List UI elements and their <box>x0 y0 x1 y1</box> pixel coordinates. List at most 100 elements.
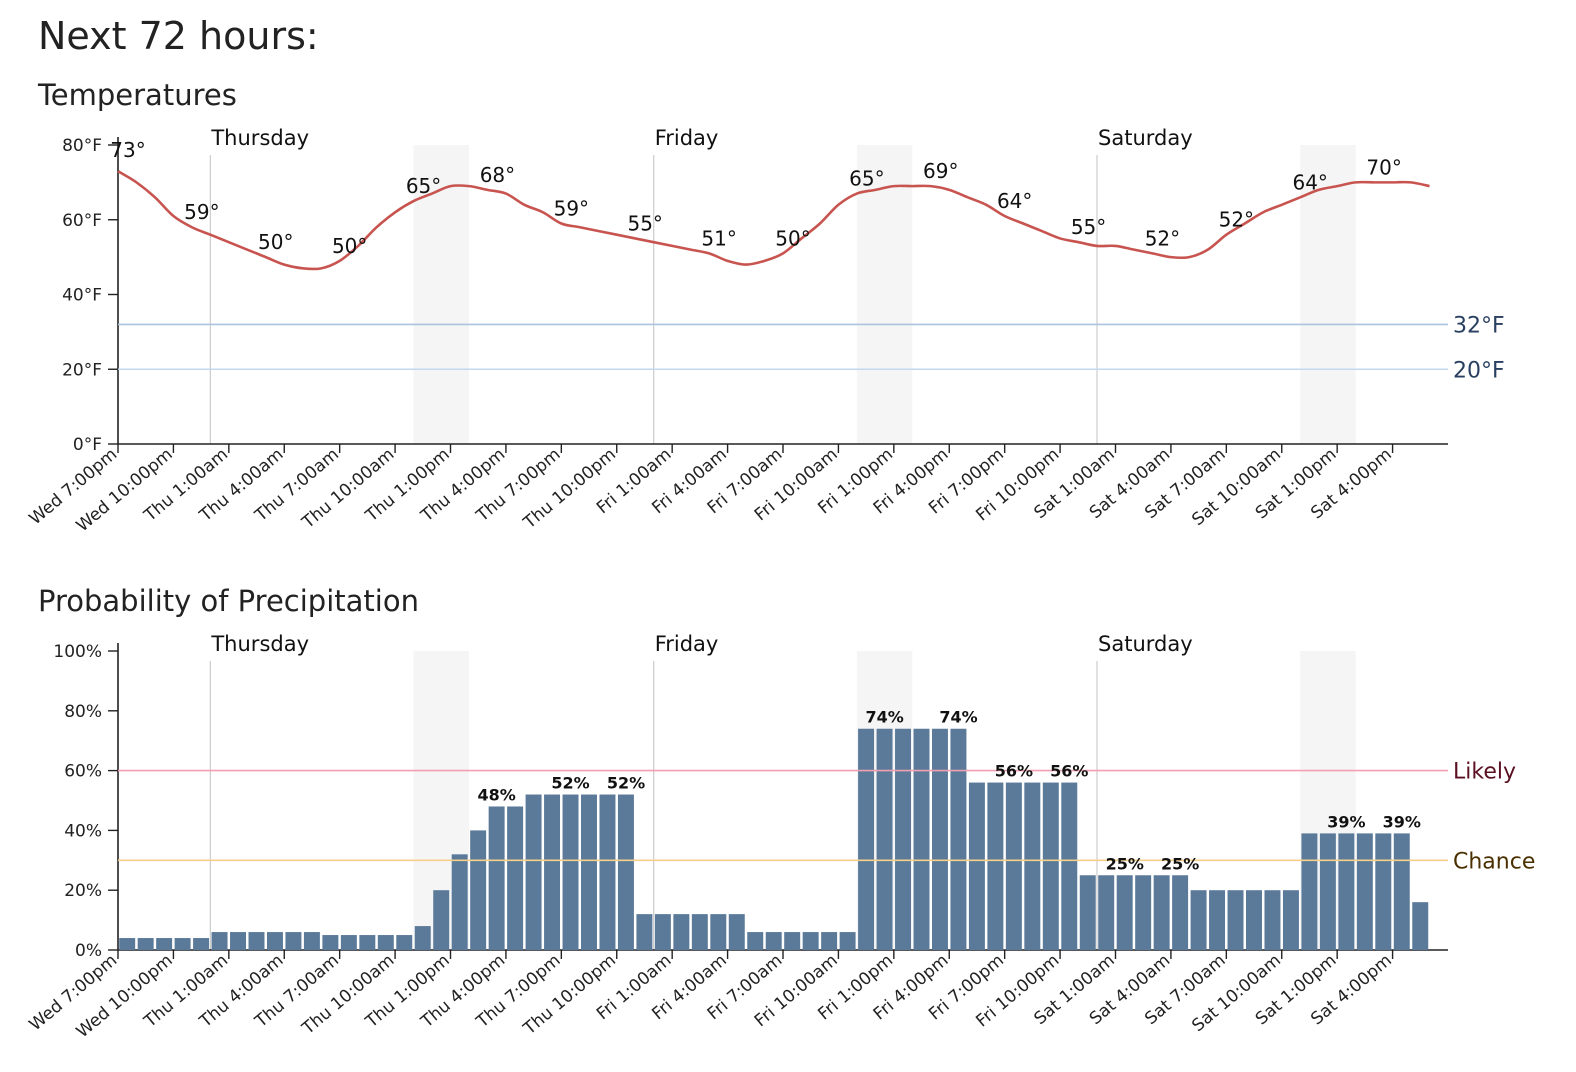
temperature-point-label: 65° <box>849 167 884 191</box>
precipitation-bar-label: 56% <box>1050 762 1088 781</box>
precipitation-bar <box>377 935 394 950</box>
precipitation-bar <box>968 782 985 950</box>
precipitation-bar <box>673 914 690 950</box>
precipitation-bar <box>396 935 413 950</box>
precipitation-bar <box>1282 890 1299 950</box>
precipitation-bar <box>747 932 764 950</box>
precipitation-bar <box>303 932 320 950</box>
temp-day-label: Saturday <box>1098 126 1193 150</box>
precipitation-bar <box>137 938 154 950</box>
precipitation-bar <box>1264 890 1281 950</box>
precipitation-bar <box>119 938 136 950</box>
temperature-point-label: 73° <box>110 138 145 162</box>
temperature-chart-title: Temperatures <box>38 78 237 112</box>
precipitation-bar <box>710 914 727 950</box>
temperature-point-label: 52° <box>1219 208 1254 232</box>
precipitation-bar <box>636 914 653 950</box>
precipitation-bar <box>322 935 339 950</box>
precipitation-bar <box>858 728 875 950</box>
precip-x-tick-label: Wed 10:00pm <box>73 951 177 1043</box>
precipitation-bar <box>617 794 634 950</box>
precipitation-bar <box>359 935 376 950</box>
precipitation-bar <box>1061 782 1078 950</box>
precipitation-bar <box>1356 833 1373 950</box>
precipitation-bar <box>802 932 819 950</box>
precipitation-bar <box>691 914 708 950</box>
temperature-point-label: 64° <box>1292 170 1327 194</box>
precipitation-bar <box>451 854 468 950</box>
precipitation-bar-label: 48% <box>478 785 516 804</box>
temperature-point-label: 52° <box>1145 226 1180 250</box>
precip-y-tick-label: 100% <box>53 642 102 662</box>
precipitation-bar <box>507 806 524 950</box>
precipitation-bar <box>1153 875 1170 950</box>
precipitation-bar-label: 74% <box>939 708 977 727</box>
precipitation-chart-title: Probability of Precipitation <box>38 584 419 618</box>
precipitation-bar <box>913 728 930 950</box>
precipitation-bar-label: 56% <box>995 762 1033 781</box>
precip-y-tick-label: 60% <box>64 762 102 782</box>
precipitation-bar <box>156 938 173 950</box>
temperature-point-label: 50° <box>258 230 293 254</box>
precipitation-bar-label: 39% <box>1383 812 1421 831</box>
temperature-point-label: 68° <box>480 163 515 187</box>
precipitation-bar <box>1190 890 1207 950</box>
precipitation-bar <box>414 926 431 950</box>
precipitation-bar <box>211 932 228 950</box>
precipitation-bar-label: 25% <box>1106 854 1144 873</box>
temp-y-tick-label: 60°F <box>62 211 102 231</box>
precipitation-bar <box>248 932 265 950</box>
precipitation-bar <box>1005 782 1022 950</box>
precipitation-bar <box>1172 875 1189 950</box>
precip-y-tick-label: 0% <box>75 941 102 961</box>
precipitation-bar <box>1116 875 1133 950</box>
precipitation-bar <box>285 932 302 950</box>
precipitation-bar-label: 39% <box>1327 812 1365 831</box>
precip-reference-label: Likely <box>1453 760 1516 785</box>
precipitation-bar <box>1227 890 1244 950</box>
precipitation-bar <box>821 932 838 950</box>
precip-y-tick-label: 80% <box>64 702 102 722</box>
precipitation-bar-label: 52% <box>551 774 589 793</box>
precipitation-bar-label: 25% <box>1161 854 1199 873</box>
precipitation-bar <box>1079 875 1096 950</box>
temp-reference-label: 20°F <box>1453 358 1505 383</box>
temperature-point-label: 69° <box>923 159 958 183</box>
temperature-point-label: 51° <box>701 226 736 250</box>
precipitation-bar <box>1209 890 1226 950</box>
precipitation-bar <box>1042 782 1059 950</box>
precip-y-tick-label: 40% <box>64 821 102 841</box>
precipitation-bar <box>931 728 948 950</box>
precipitation-bar <box>1319 833 1336 950</box>
precipitation-bar <box>839 932 856 950</box>
precipitation-bar <box>193 938 210 950</box>
precip-reference-label: Chance <box>1453 849 1535 874</box>
precipitation-bar-label: 52% <box>607 774 645 793</box>
temp-daytime-band <box>1300 145 1356 444</box>
temperature-point-label: 59° <box>184 200 219 224</box>
precipitation-bar <box>544 794 561 950</box>
temp-day-label: Thursday <box>210 126 309 150</box>
temperature-point-label: 50° <box>775 226 810 250</box>
precip-day-label: Friday <box>655 632 719 656</box>
precipitation-bar <box>340 935 357 950</box>
precipitation-bar <box>784 932 801 950</box>
precipitation-bar <box>987 782 1004 950</box>
precipitation-bar <box>765 932 782 950</box>
precipitation-bar <box>470 830 487 950</box>
precipitation-bar <box>1412 902 1429 950</box>
precipitation-bar <box>599 794 616 950</box>
temp-y-tick-label: 80°F <box>62 136 102 156</box>
precipitation-bar <box>1393 833 1410 950</box>
precipitation-bar-label: 74% <box>865 708 903 727</box>
precip-day-label: Thursday <box>210 632 309 656</box>
temp-day-label: Friday <box>655 126 719 150</box>
temperature-point-label: 55° <box>1071 215 1106 239</box>
temperature-point-label: 64° <box>997 189 1032 213</box>
precipitation-bar <box>1098 875 1115 950</box>
precipitation-bar <box>1301 833 1318 950</box>
temperature-point-label: 55° <box>627 211 662 235</box>
temperature-point-label: 70° <box>1366 155 1401 179</box>
page-title: Next 72 hours: <box>38 14 319 58</box>
